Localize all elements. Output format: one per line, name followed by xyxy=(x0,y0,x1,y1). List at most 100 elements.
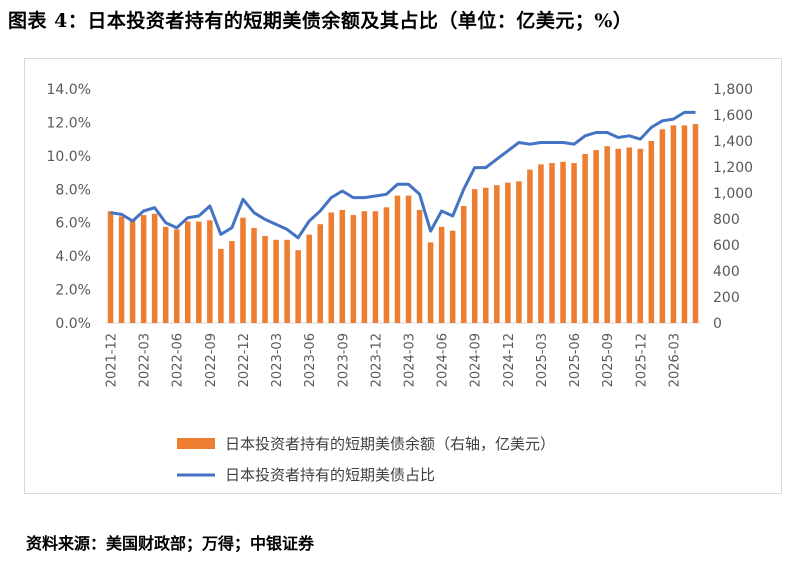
right-y-tick-label: 400 xyxy=(713,264,740,280)
right-y-tick-label: 600 xyxy=(713,238,740,254)
bar xyxy=(196,221,202,323)
bar xyxy=(240,217,246,323)
share-line xyxy=(110,110,696,240)
right-y-tick-label: 200 xyxy=(713,290,740,306)
chart: 0.0% 2.0% 4.0% 6.0% 8.0% 10.0% 12.0% 14.0% 0 200… xyxy=(47,82,754,484)
left-y-tick-label: 2.0% xyxy=(55,283,91,299)
x-tick-label: 2024-09 xyxy=(469,333,484,387)
left-y-tick-label: 12.0% xyxy=(47,115,91,131)
x-tick-label: 2023-03 xyxy=(270,333,285,387)
bar xyxy=(218,248,224,323)
bar xyxy=(527,169,533,323)
right-y-tick-label: 1,600 xyxy=(713,108,753,124)
bar xyxy=(416,209,423,323)
x-tick-label: 2023-09 xyxy=(336,333,351,387)
x-tick-label: 2025-12 xyxy=(634,333,649,387)
bar xyxy=(262,235,268,323)
bar xyxy=(438,226,445,323)
left-y-tick-label: 8.0% xyxy=(55,182,91,198)
right-y-tick-label: 1,400 xyxy=(713,134,753,150)
right-y-tick-label: 1,000 xyxy=(713,186,753,202)
bar xyxy=(593,150,599,323)
bar xyxy=(681,125,688,324)
x-tick-label: 2023-12 xyxy=(369,333,384,387)
x-tick-label: 2025-03 xyxy=(535,333,550,387)
bar xyxy=(317,224,323,323)
x-tick-label: 2025-06 xyxy=(568,333,583,387)
right-y-tick-label: 1,200 xyxy=(713,160,753,176)
bar xyxy=(372,211,379,323)
chart-frame: 0.0% 2.0% 4.0% 6.0% 8.0% 10.0% 12.0% 14.0% 0 200… xyxy=(24,58,782,494)
bar xyxy=(516,181,522,323)
left-y-tick-label: 6.0% xyxy=(55,216,91,232)
bar xyxy=(229,241,235,323)
bar xyxy=(460,206,467,323)
bar xyxy=(207,220,213,323)
legend-line-label: 日本投资者持有的短期美债占比 xyxy=(225,466,435,484)
bar xyxy=(648,141,655,323)
x-tick-label: 2023-06 xyxy=(303,333,318,387)
bar xyxy=(560,161,566,323)
legend-bar-label: 日本投资者持有的短期美债余额（右轴，亿美元） xyxy=(225,435,555,453)
line-series xyxy=(110,110,696,240)
bar xyxy=(185,221,191,323)
x-tick-label: 2026-03 xyxy=(667,333,682,387)
right-y-tick-label: 800 xyxy=(713,212,740,228)
x-axis: 2021-12 2022-03 2022-06 2022-09 2022-12 2023-… xyxy=(105,333,683,387)
bar xyxy=(328,212,335,323)
bar xyxy=(471,189,478,323)
bar xyxy=(273,239,279,323)
bar xyxy=(549,163,555,323)
bar xyxy=(405,195,412,323)
bar xyxy=(637,148,644,323)
x-tick-label: 2024-12 xyxy=(502,333,517,387)
bar xyxy=(505,182,511,323)
bar xyxy=(626,147,633,323)
bar xyxy=(107,211,114,323)
bar xyxy=(361,211,368,323)
left-y-tick-label: 4.0% xyxy=(55,249,91,265)
x-tick-label: 2022-12 xyxy=(237,333,252,387)
legend-bar-swatch xyxy=(177,438,215,449)
bar xyxy=(427,242,434,323)
bar xyxy=(129,219,136,323)
bar xyxy=(571,163,577,323)
bar xyxy=(494,185,500,323)
bar xyxy=(449,230,456,323)
bar xyxy=(140,215,147,323)
bar xyxy=(670,125,677,324)
bar-series xyxy=(107,124,699,324)
bar xyxy=(306,234,312,323)
source-note: 资料来源：美国财政部；万得；中银证券 xyxy=(26,534,315,553)
legend: 日本投资者持有的短期美债余额（右轴，亿美元） 日本投资者持有的短期美债占比 xyxy=(177,435,555,484)
page-title: 图表 4：日本投资者持有的短期美债余额及其占比（单位：亿美元；%） xyxy=(8,10,633,32)
bar xyxy=(538,164,544,323)
bar xyxy=(151,213,158,323)
bar xyxy=(118,216,125,323)
bar xyxy=(284,239,290,323)
x-tick-label: 2022-09 xyxy=(204,333,219,387)
bar xyxy=(350,215,357,323)
bar xyxy=(659,129,666,323)
bar xyxy=(394,195,401,323)
bar xyxy=(692,124,699,323)
x-tick-label: 2024-03 xyxy=(403,333,418,387)
bar xyxy=(251,228,257,323)
bar xyxy=(162,226,169,323)
bar xyxy=(615,148,621,323)
left-y-tick-label: 14.0% xyxy=(47,82,91,98)
bar xyxy=(383,207,390,323)
right-y-axis: 0 200 400 600 800 1,000 1,200 1,400 1,600 1,800 xyxy=(713,82,753,332)
right-y-tick-label: 1,800 xyxy=(713,82,753,98)
right-y-tick-label: 0 xyxy=(713,316,722,332)
x-tick-label: 2022-06 xyxy=(171,333,186,387)
x-tick-label: 2022-03 xyxy=(138,333,153,387)
x-tick-label: 2024-06 xyxy=(436,333,451,387)
bar xyxy=(483,187,489,323)
bar xyxy=(339,209,346,323)
left-y-tick-label: 0.0% xyxy=(55,316,91,332)
x-tick-label: 2025-09 xyxy=(601,333,616,387)
x-tick-label: 2021-12 xyxy=(105,333,120,387)
bar xyxy=(173,229,180,323)
bar xyxy=(604,146,610,323)
